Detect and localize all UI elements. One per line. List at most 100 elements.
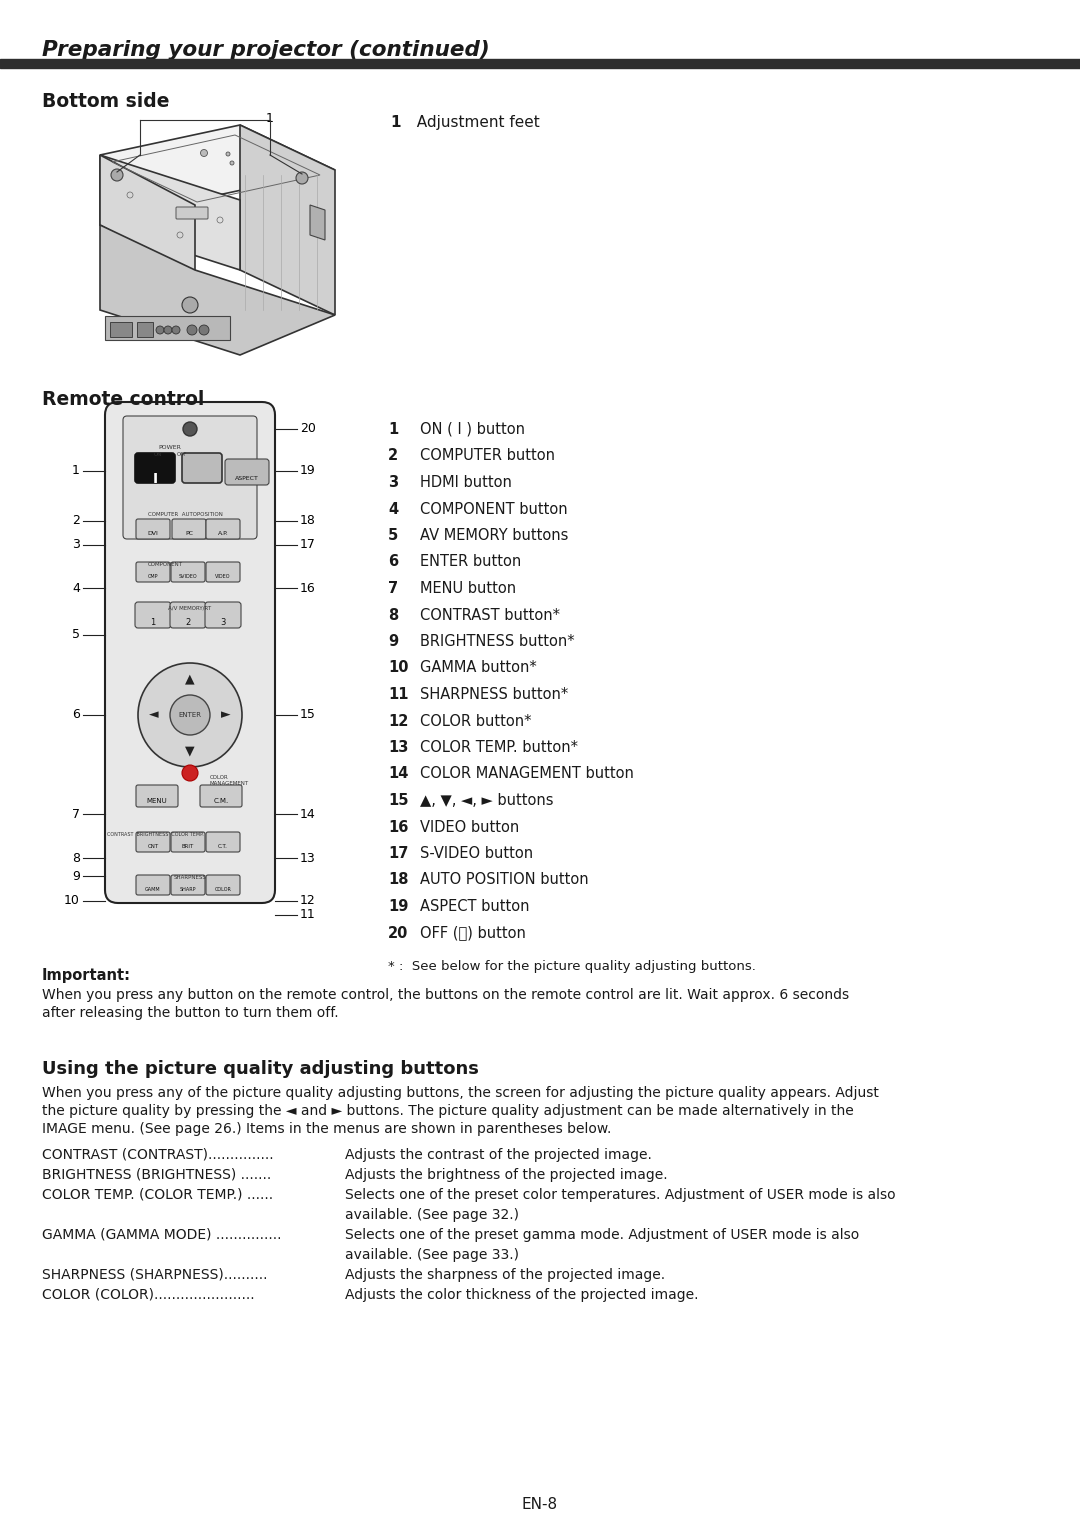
- Polygon shape: [240, 125, 335, 315]
- Text: 10: 10: [64, 895, 80, 907]
- Bar: [0, 60, 1080, 69]
- Text: ►: ►: [221, 709, 231, 721]
- Text: ▲: ▲: [185, 672, 194, 686]
- FancyBboxPatch shape: [136, 832, 170, 852]
- FancyBboxPatch shape: [206, 562, 240, 582]
- Text: 1: 1: [150, 618, 156, 628]
- Text: GAMM: GAMM: [145, 887, 161, 892]
- Text: 5: 5: [72, 629, 80, 641]
- Text: When you press any button on the remote control, the buttons on the remote contr: When you press any button on the remote …: [42, 988, 849, 1002]
- Text: ◄: ◄: [149, 709, 159, 721]
- Text: VIDEO button: VIDEO button: [420, 820, 519, 834]
- FancyBboxPatch shape: [171, 832, 205, 852]
- Text: PC: PC: [185, 531, 193, 536]
- Circle shape: [183, 296, 198, 313]
- Text: Remote control: Remote control: [42, 389, 204, 409]
- Text: 16: 16: [300, 582, 315, 594]
- Bar: [105, 316, 230, 341]
- FancyBboxPatch shape: [136, 562, 170, 582]
- Text: ON ( I ) button: ON ( I ) button: [420, 421, 525, 437]
- Text: GAMMA button*: GAMMA button*: [420, 661, 537, 675]
- Text: COLOR
MANAGEMENT: COLOR MANAGEMENT: [210, 776, 249, 786]
- Text: SVIDEO: SVIDEO: [178, 574, 198, 579]
- Text: ▲, ▼, ◄, ► buttons: ▲, ▼, ◄, ► buttons: [420, 793, 554, 808]
- Text: CONTRAST button*: CONTRAST button*: [420, 608, 561, 623]
- Text: 15: 15: [300, 709, 315, 721]
- Text: DVI: DVI: [148, 531, 159, 536]
- Text: SHARPNESS button*: SHARPNESS button*: [420, 687, 568, 702]
- Text: EN-8: EN-8: [522, 1496, 558, 1512]
- Text: 7: 7: [388, 580, 399, 596]
- Text: 18: 18: [388, 872, 408, 887]
- Text: 18: 18: [300, 515, 315, 527]
- Polygon shape: [100, 156, 240, 270]
- Text: COMPUTER button: COMPUTER button: [420, 449, 555, 464]
- FancyBboxPatch shape: [206, 519, 240, 539]
- Text: available. (See page 33.): available. (See page 33.): [345, 1248, 519, 1261]
- Text: 19: 19: [300, 464, 315, 478]
- Text: 20: 20: [388, 925, 408, 941]
- Text: ENTER: ENTER: [178, 712, 202, 718]
- Text: COMPONENT button: COMPONENT button: [420, 501, 568, 516]
- Circle shape: [183, 421, 197, 437]
- Text: 6: 6: [72, 709, 80, 721]
- Circle shape: [183, 765, 198, 780]
- FancyBboxPatch shape: [123, 415, 257, 539]
- Text: available. (See page 32.): available. (See page 32.): [345, 1208, 519, 1222]
- Text: 4: 4: [388, 501, 399, 516]
- Text: GAMMA (GAMMA MODE) ...............: GAMMA (GAMMA MODE) ...............: [42, 1228, 282, 1241]
- Text: AUTO POSITION button: AUTO POSITION button: [420, 872, 589, 887]
- Text: 15: 15: [388, 793, 408, 808]
- Text: MENU: MENU: [147, 799, 167, 805]
- Text: 17: 17: [300, 539, 315, 551]
- FancyBboxPatch shape: [136, 785, 178, 806]
- Text: 9: 9: [72, 869, 80, 883]
- Text: 2: 2: [186, 618, 191, 628]
- FancyBboxPatch shape: [205, 602, 241, 628]
- Text: 1: 1: [388, 421, 399, 437]
- Text: ENTER button: ENTER button: [420, 554, 522, 570]
- Circle shape: [156, 325, 164, 334]
- FancyBboxPatch shape: [225, 460, 269, 486]
- Text: 13: 13: [388, 741, 408, 754]
- Bar: [110, 322, 132, 337]
- Text: BRIGHTNESS button*: BRIGHTNESS button*: [420, 634, 575, 649]
- Text: Using the picture quality adjusting buttons: Using the picture quality adjusting butt…: [42, 1060, 478, 1078]
- Text: VIDEO: VIDEO: [215, 574, 231, 579]
- Text: I: I: [152, 472, 158, 486]
- Circle shape: [170, 695, 210, 734]
- Circle shape: [199, 325, 210, 334]
- FancyBboxPatch shape: [171, 562, 205, 582]
- Text: POWER: POWER: [159, 444, 181, 450]
- Circle shape: [201, 150, 207, 156]
- Text: 19: 19: [388, 899, 408, 915]
- Text: ASPECT: ASPECT: [235, 476, 259, 481]
- FancyBboxPatch shape: [135, 454, 175, 483]
- Text: Bottom side: Bottom side: [42, 92, 170, 111]
- Text: 3: 3: [72, 539, 80, 551]
- FancyBboxPatch shape: [206, 832, 240, 852]
- Text: 5: 5: [388, 528, 399, 544]
- Text: Important:: Important:: [42, 968, 131, 983]
- Circle shape: [187, 325, 197, 334]
- Polygon shape: [310, 205, 325, 240]
- Text: 3: 3: [220, 618, 226, 628]
- Text: COMPUTER  AUTOPOSITION: COMPUTER AUTOPOSITION: [148, 512, 222, 518]
- Text: 6: 6: [388, 554, 399, 570]
- FancyBboxPatch shape: [171, 875, 205, 895]
- Text: after releasing the button to turn them off.: after releasing the button to turn them …: [42, 1006, 339, 1020]
- Circle shape: [296, 173, 308, 183]
- Text: 12: 12: [388, 713, 408, 728]
- Text: 11: 11: [388, 687, 408, 702]
- Bar: [137, 322, 153, 337]
- FancyBboxPatch shape: [176, 208, 208, 218]
- Text: 2: 2: [72, 515, 80, 527]
- FancyBboxPatch shape: [105, 402, 275, 902]
- Text: 20: 20: [300, 423, 315, 435]
- FancyBboxPatch shape: [135, 602, 171, 628]
- Text: ON: ON: [153, 452, 162, 457]
- Text: SHARPNESS: SHARPNESS: [174, 875, 206, 880]
- Text: SHARP: SHARP: [179, 887, 197, 892]
- Text: OFF: OFF: [177, 452, 187, 457]
- Text: 7: 7: [72, 808, 80, 820]
